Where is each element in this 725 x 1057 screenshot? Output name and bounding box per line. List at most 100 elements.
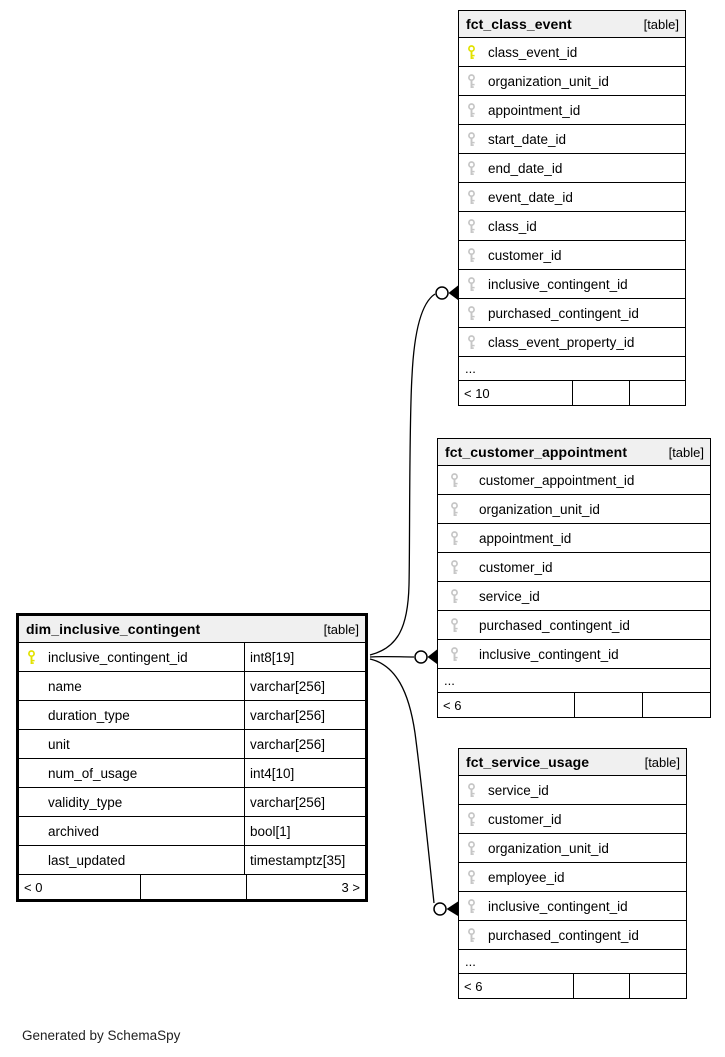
relationship-degree-footer: < 0 3 > [19, 875, 365, 899]
column-row-customer_appointment_id: customer_appointment_id [438, 466, 710, 495]
column-row-class_id: class_id [459, 212, 685, 241]
column-type: int8[19] [244, 643, 365, 671]
column-row-customer_id: customer_id [438, 553, 710, 582]
relationship-line-to-fct_service_usage [369, 658, 435, 904]
column-name: purchased_contingent_id [488, 305, 639, 321]
degree-cell-middle [140, 875, 246, 899]
column-name: archived [48, 823, 100, 839]
column-name: purchased_contingent_id [488, 927, 639, 943]
table-fct_customer_appointment[interactable]: fct_customer_appointment [table] customer_… [437, 438, 711, 718]
table-name[interactable]: fct_class_event [466, 16, 572, 32]
column-name: unit [48, 736, 70, 752]
column-row-event_date_id: event_date_id [459, 183, 685, 212]
foreign-key-icon [467, 811, 480, 827]
column-row-service_id: service_id [459, 776, 686, 805]
degree-cell-left: < 6 [443, 697, 462, 713]
foreign-key-icon [467, 334, 480, 350]
column-name: class_event_property_id [488, 334, 635, 350]
column-name: customer_id [488, 811, 562, 827]
column-row-purchased_contingent_id: purchased_contingent_id [438, 611, 710, 640]
column-name: name [48, 678, 82, 694]
degree-cell-right [642, 693, 710, 717]
table-name[interactable]: fct_customer_appointment [445, 444, 628, 460]
column-row-inclusive_contingent_id: inclusive_contingent_id [459, 270, 685, 299]
table-name[interactable]: fct_service_usage [466, 754, 590, 770]
degree-cell-left: < 10 [464, 385, 490, 401]
column-row-unit: unit varchar[256] [19, 730, 365, 759]
foreign-key-icon [467, 160, 480, 176]
column-name: customer_id [488, 247, 562, 263]
column-row-start_date_id: start_date_id [459, 125, 685, 154]
column-name: employee_id [488, 869, 565, 885]
more-columns-ellipsis: ... [459, 357, 685, 381]
table-dim_inclusive_contingent[interactable]: dim_inclusive_contingent [table] inclusive… [16, 613, 368, 902]
column-name: inclusive_contingent_id [488, 898, 628, 914]
column-type: varchar[256] [244, 730, 365, 758]
foreign-key-icon [467, 276, 480, 292]
degree-cell-left: < 0 [24, 879, 43, 895]
column-row-class_event_id: class_event_id [459, 38, 685, 67]
column-name: organization_unit_id [488, 73, 609, 89]
foreign-key-icon [467, 869, 480, 885]
foreign-key-icon [450, 530, 463, 546]
column-name: service_id [488, 782, 549, 798]
column-name: end_date_id [488, 160, 563, 176]
column-row-last_updated: last_updated timestamptz[35] [19, 846, 365, 875]
relationship-degree-footer: < 10 [459, 381, 685, 405]
column-name: organization_unit_id [479, 501, 600, 517]
degree-cell-middle [572, 974, 630, 998]
column-name: class_id [488, 218, 537, 234]
primary-key-icon [467, 44, 480, 60]
table-type-badge: [table] [323, 621, 359, 637]
foreign-key-icon [467, 305, 480, 321]
column-row-service_id: service_id [438, 582, 710, 611]
table-header[interactable]: fct_class_event [table] [459, 11, 685, 38]
foreign-key-icon [450, 559, 463, 575]
column-name: inclusive_contingent_id [479, 646, 619, 662]
column-name: customer_id [479, 559, 553, 575]
column-row-customer_id: customer_id [459, 241, 685, 270]
table-header[interactable]: dim_inclusive_contingent [table] [19, 616, 365, 643]
relationship-degree-footer: < 6 [438, 693, 710, 717]
cardinality-zero-circle-fct_class_event [435, 286, 449, 300]
degree-cell-right [628, 381, 686, 405]
column-row-organization_unit_id: organization_unit_id [459, 834, 686, 863]
foreign-key-icon [467, 840, 480, 856]
foreign-key-icon [450, 646, 463, 662]
relationship-line-to-fct_class_event [369, 293, 436, 656]
column-row-validity_type: validity_type varchar[256] [19, 788, 365, 817]
table-name[interactable]: dim_inclusive_contingent [26, 621, 201, 637]
column-row-duration_type: duration_type varchar[256] [19, 701, 365, 730]
column-row-organization_unit_id: organization_unit_id [459, 67, 685, 96]
foreign-key-icon [467, 247, 480, 263]
column-name: appointment_id [488, 102, 581, 118]
column-name: customer_appointment_id [479, 472, 635, 488]
column-type: varchar[256] [244, 672, 365, 700]
column-type: int4[10] [244, 759, 365, 787]
column-name: service_id [479, 588, 540, 604]
foreign-key-icon [467, 102, 480, 118]
column-row-name: name varchar[256] [19, 672, 365, 701]
column-row-archived: archived bool[1] [19, 817, 365, 846]
table-header[interactable]: fct_customer_appointment [table] [438, 439, 710, 466]
degree-cell-left: < 6 [464, 978, 483, 994]
foreign-key-icon [450, 501, 463, 517]
degree-cell-right [629, 974, 686, 998]
column-type: varchar[256] [244, 788, 365, 816]
table-type-badge: [table] [668, 444, 704, 460]
cardinality-zero-circle-fct_customer_appointment [414, 650, 428, 664]
generated-by-note: Generated by SchemaSpy [22, 1028, 181, 1043]
column-row-organization_unit_id: organization_unit_id [438, 495, 710, 524]
column-name: num_of_usage [48, 765, 138, 781]
column-name: start_date_id [488, 131, 567, 147]
column-row-inclusive_contingent_id: inclusive_contingent_id [438, 640, 710, 669]
column-row-appointment_id: appointment_id [459, 96, 685, 125]
column-name: last_updated [48, 852, 126, 868]
column-name: class_event_id [488, 44, 578, 60]
table-header[interactable]: fct_service_usage [table] [459, 749, 686, 776]
column-row-appointment_id: appointment_id [438, 524, 710, 553]
column-type: timestamptz[35] [244, 846, 365, 874]
